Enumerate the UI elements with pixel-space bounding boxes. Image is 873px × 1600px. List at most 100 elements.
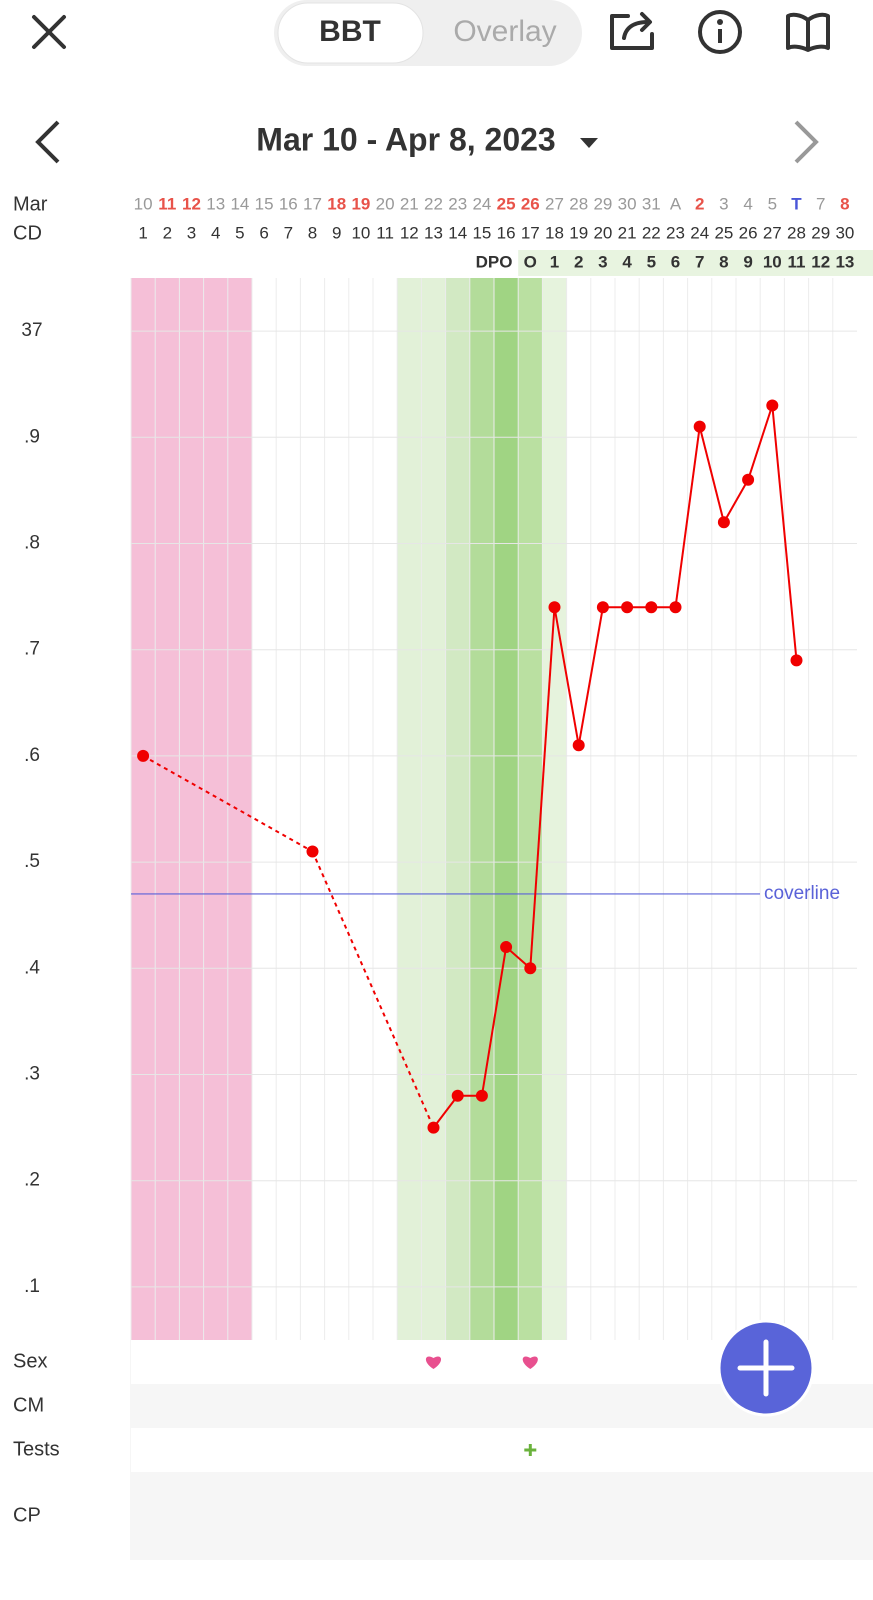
- date-label: 2: [695, 194, 704, 213]
- plus-icon: [524, 1444, 537, 1456]
- dpo-band: [518, 250, 873, 276]
- date-label: 24: [472, 194, 491, 213]
- cd-label: 15: [472, 223, 491, 242]
- cd-label: 12: [400, 223, 419, 242]
- temp-segment: [577, 607, 604, 746]
- date-label: 8: [840, 194, 849, 213]
- date-label: 26: [521, 194, 540, 213]
- dpo-label: 7: [695, 252, 704, 271]
- dpo-label: 6: [671, 252, 680, 271]
- cd-label: 23: [666, 223, 685, 242]
- date-label: 19: [351, 194, 370, 213]
- date-label: 4: [743, 194, 752, 213]
- temp-segment: [747, 405, 774, 481]
- date-label: 3: [719, 194, 728, 213]
- coverline-label: coverline: [764, 883, 840, 904]
- temp-point: [790, 654, 803, 667]
- temp-segment: [480, 946, 508, 1096]
- y-tick-label: .9: [24, 426, 40, 447]
- dpo-label: 3: [598, 252, 607, 271]
- y-tick-label: .7: [24, 639, 40, 660]
- shaded-band: [518, 278, 543, 1340]
- next-button[interactable]: [794, 120, 819, 164]
- dpo-label: 4: [622, 252, 632, 271]
- cd-label: 16: [497, 223, 516, 242]
- temp-point: [596, 601, 609, 614]
- close-button[interactable]: [32, 15, 66, 49]
- cd-label: 20: [593, 223, 612, 242]
- cd-label: 5: [235, 223, 244, 242]
- guide-button[interactable]: [786, 12, 830, 52]
- date-label: 25: [497, 194, 516, 213]
- date-label: 15: [255, 194, 274, 213]
- y-tick-label: .8: [24, 533, 40, 554]
- info-button[interactable]: [698, 10, 742, 54]
- temp-point: [717, 516, 730, 529]
- cd-label: 25: [714, 223, 733, 242]
- row-bg: [131, 1472, 873, 1560]
- date-label: 16: [279, 194, 298, 213]
- temp-point: [645, 601, 658, 614]
- date-label: 13: [206, 194, 225, 213]
- cd-label: 11: [376, 223, 394, 242]
- temp-point: [306, 845, 319, 858]
- cd-label: 21: [618, 223, 637, 242]
- dpo-label: 1: [550, 252, 559, 271]
- temp-point: [427, 1121, 440, 1134]
- date-range[interactable]: Mar 10 - Apr 8, 2023: [256, 121, 555, 157]
- dpo-label: 5: [647, 252, 656, 271]
- temp-point: [742, 473, 755, 486]
- date-label: 21: [400, 194, 419, 213]
- add-button[interactable]: [717, 1319, 815, 1417]
- temp-point: [137, 749, 150, 762]
- date-label: 10: [134, 194, 153, 213]
- temp-point: [548, 601, 561, 614]
- date-label: 20: [376, 194, 395, 213]
- cd-label: 6: [259, 223, 268, 242]
- cd-label: 7: [284, 223, 293, 242]
- cd-label: 14: [448, 223, 467, 242]
- temp-point: [451, 1089, 464, 1102]
- cd-label: 9: [332, 223, 341, 242]
- date-label: T: [791, 194, 802, 213]
- cd-label: 10: [351, 223, 370, 242]
- cd-label: 13: [424, 223, 443, 242]
- cd-label: 22: [642, 223, 661, 242]
- shaded-band: [445, 278, 470, 1340]
- dpo-label: 10: [763, 252, 782, 271]
- cd-label: 8: [308, 223, 317, 242]
- cd-label: 1: [138, 223, 147, 242]
- date-label: 29: [593, 194, 612, 213]
- shaded-band: [494, 278, 519, 1340]
- temp-point: [766, 399, 779, 412]
- cd-label: 29: [811, 223, 830, 242]
- prev-button[interactable]: [35, 120, 60, 164]
- share-button[interactable]: [610, 12, 654, 50]
- tab-bbt[interactable]: BBT: [319, 15, 381, 48]
- y-tick-label: .3: [24, 1064, 40, 1085]
- dropdown-arrow[interactable]: [580, 138, 598, 148]
- cd-label: 26: [739, 223, 758, 242]
- cd-label: 4: [211, 223, 220, 242]
- cd-label: 24: [690, 223, 709, 242]
- temp-segment: [723, 479, 749, 523]
- tab-overlay[interactable]: Overlay: [453, 15, 556, 48]
- date-label: 31: [642, 194, 661, 213]
- date-label: 22: [424, 194, 443, 213]
- dpo-title: DPO: [476, 252, 513, 271]
- y-tick-label: 37: [21, 320, 42, 341]
- cd-label: 19: [569, 223, 588, 242]
- date-label: 17: [303, 194, 322, 213]
- temp-segment: [674, 426, 701, 608]
- cd-label: 17: [521, 223, 540, 242]
- temp-point: [693, 420, 706, 433]
- cd-label: CD: [13, 222, 42, 244]
- cd-label: 27: [763, 223, 782, 242]
- selected-tab-bg: [277, 2, 424, 64]
- row-label: Sex: [13, 1350, 47, 1372]
- date-label: 18: [327, 194, 346, 213]
- y-tick-label: .2: [24, 1170, 40, 1191]
- cd-label: 2: [163, 223, 172, 242]
- date-label: A: [670, 194, 682, 213]
